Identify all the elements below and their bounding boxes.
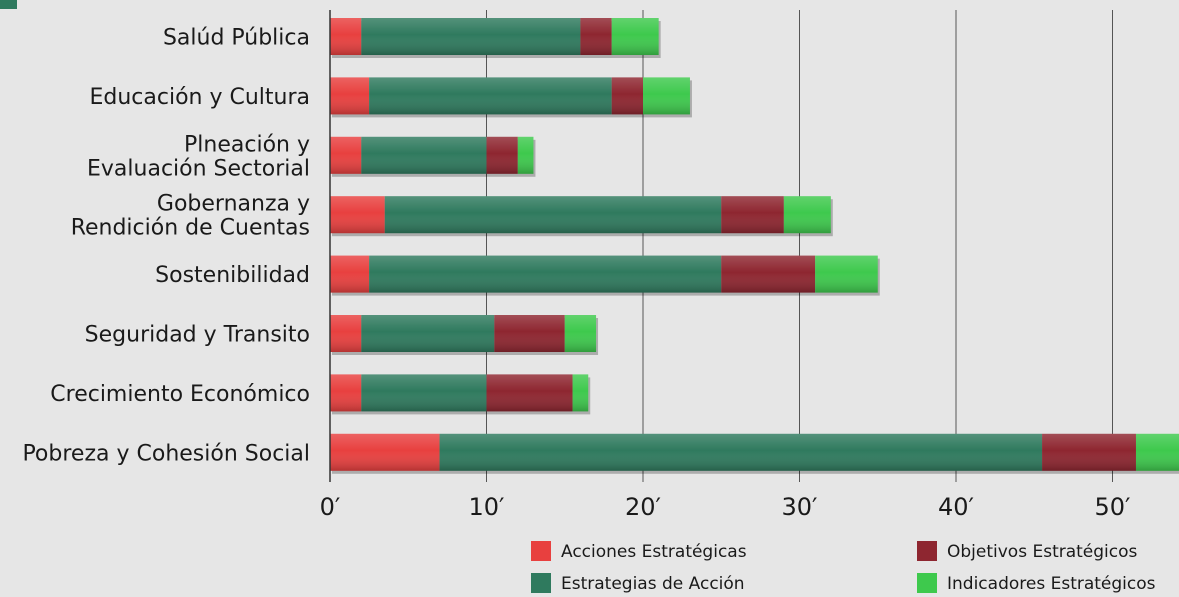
bar-segment-shading: [721, 196, 784, 234]
bar-segment-shading: [330, 255, 370, 293]
legend-swatch: [917, 573, 937, 593]
category-label: Educación y Cultura: [89, 85, 310, 110]
bar-segment-shading: [361, 18, 581, 55]
bar-segment-shading: [330, 196, 385, 234]
bar-segment-shading: [439, 433, 1043, 471]
bar-segment-shading: [330, 315, 362, 352]
bar-segment-shading: [1135, 433, 1179, 471]
bar-segment-shading: [330, 374, 362, 412]
bars: [330, 18, 1179, 474]
bar-segment-shading: [580, 18, 612, 55]
bar-segment-shading: [517, 136, 534, 174]
bar-segment-shading: [330, 136, 362, 174]
x-tick-label: 50′: [1095, 493, 1131, 521]
bar-segment-shading: [330, 433, 440, 471]
legend-label: Indicadores Estratégicos: [947, 574, 1156, 594]
category-label: Rendición de Cuentas: [71, 216, 310, 241]
category-labels: Salúd Pública Educación y Cultura Plneació…: [22, 26, 310, 467]
category-label: Salúd Pública: [163, 26, 310, 51]
bar-segment-shading: [783, 196, 831, 234]
category-label: Evaluación Sectorial: [87, 156, 310, 181]
bar-segment-shading: [721, 255, 816, 293]
bar-segment-shading: [611, 18, 659, 55]
legend-label: Acciones Estratégicas: [561, 542, 747, 562]
x-tick-label: 10′: [469, 493, 505, 521]
bar-segment-shading: [330, 77, 370, 115]
bar-segment-shading: [572, 374, 589, 412]
legend-label: Objetivos Estratégicos: [947, 542, 1138, 562]
bar-segment-shading: [643, 77, 690, 115]
category-label: Crecimiento Económico: [50, 382, 310, 407]
bar-segment-shading: [815, 255, 878, 293]
bar-segment-shading: [330, 18, 362, 55]
bar-segment-shading: [361, 374, 487, 412]
bar-segment-shading: [1042, 433, 1136, 471]
x-tick-label: 30′: [782, 493, 818, 521]
bar-segment-shading: [361, 136, 487, 174]
legend-swatch: [917, 541, 937, 561]
bar-segment-shading: [384, 196, 722, 234]
x-tick-label: 0′: [320, 493, 341, 521]
bar-segment-shading: [564, 315, 597, 352]
legend-swatch: [531, 541, 551, 561]
x-tick-label: 20′: [625, 493, 661, 521]
legend-label: Estrategias de Acción: [561, 574, 745, 594]
x-tick-label: 40′: [938, 493, 974, 521]
corner-swatch: [0, 0, 17, 9]
category-label: Sostenibilidad: [155, 263, 310, 288]
bar-segment-shading: [369, 255, 722, 293]
category-label: Pobreza y Cohesión Social: [22, 441, 310, 466]
category-label: Plneación y: [184, 132, 310, 157]
bar-segment-shading: [369, 77, 612, 115]
legend: Acciones Estratégicas Estrategias de Acci…: [531, 541, 1156, 594]
bar-segment-shading: [486, 374, 573, 412]
bar-segment-shading: [494, 315, 565, 352]
legend-swatch: [531, 573, 551, 593]
bar-segment-shading: [486, 136, 518, 174]
bar-segment-shading: [361, 315, 495, 352]
x-tick-labels: 0′ 10′ 20′ 30′ 40′ 50′: [320, 493, 1131, 521]
category-label: Gobernanza y: [157, 192, 310, 217]
category-label: Seguridad y Transito: [85, 323, 310, 348]
bar-segment-shading: [611, 77, 643, 115]
